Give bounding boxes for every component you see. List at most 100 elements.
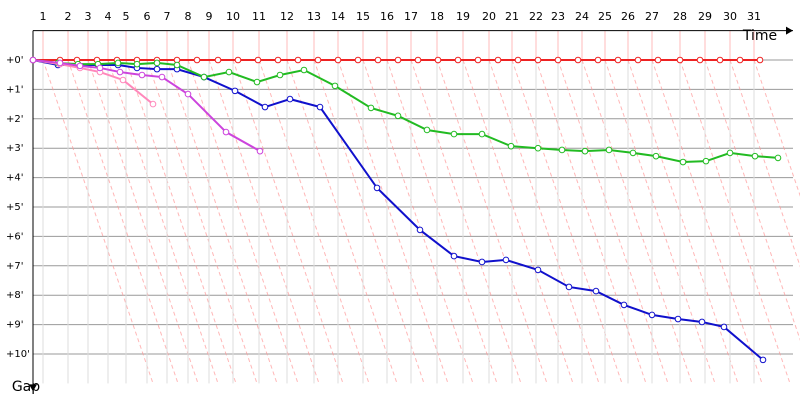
lap-diagonal [604, 59, 716, 384]
data-point [133, 60, 141, 68]
x-tick-label: 21 [505, 10, 519, 23]
data-point [634, 56, 642, 64]
data-point [149, 100, 157, 108]
y-tick-label: +5' [6, 202, 24, 213]
data-point [200, 73, 208, 81]
lap-diagonal [232, 59, 344, 384]
data-point [652, 152, 660, 160]
x-tick-label: 18 [430, 10, 444, 23]
data-point [474, 56, 482, 64]
x-tick-label: 28 [673, 10, 687, 23]
data-point [294, 56, 302, 64]
x-tick-label: 31 [747, 10, 761, 23]
x-tick-label: 19 [456, 10, 470, 23]
lap-diagonal [67, 59, 179, 384]
lap-diagonal [410, 59, 522, 384]
y-axis-label: Gap [12, 379, 40, 395]
data-point [674, 315, 682, 323]
lap-diagonal [729, 59, 800, 268]
data-point [354, 56, 362, 64]
x-tick-label: 1 [40, 10, 47, 23]
lap-diagonal [362, 59, 474, 384]
lap-diagonal [488, 59, 600, 384]
lap-diagonal [557, 59, 669, 384]
y-tick-label: +6' [6, 231, 24, 242]
data-point [478, 258, 486, 266]
y-tick-label: +9' [6, 320, 24, 331]
data-point [276, 71, 284, 79]
lap-diagonal [704, 59, 800, 341]
y-tick-label: +3' [6, 143, 24, 154]
data-point [184, 90, 192, 98]
data-point [581, 147, 589, 155]
x-tick-label: 24 [575, 10, 589, 23]
data-point [450, 130, 458, 138]
x-tick-label: 27 [645, 10, 659, 23]
data-point [214, 56, 222, 64]
y-tick-label: +7' [6, 261, 24, 272]
data-point [478, 130, 486, 138]
y-axis-arrow [29, 384, 37, 392]
data-point [698, 318, 706, 326]
data-point [416, 226, 424, 234]
data-point [331, 82, 339, 90]
x-tick-label: 22 [529, 10, 543, 23]
x-tick-label: 12 [280, 10, 294, 23]
data-point [367, 104, 375, 112]
data-point [29, 56, 37, 64]
data-point [702, 157, 710, 165]
data-point [594, 56, 602, 64]
data-point [96, 64, 104, 72]
data-point [158, 73, 166, 81]
data-point [394, 112, 402, 120]
y-tick-label: +10' [6, 349, 30, 360]
x-tick-label: 30 [723, 10, 737, 23]
data-point [736, 56, 744, 64]
lap-diagonal [511, 59, 623, 384]
data-point [614, 56, 622, 64]
x-tick-label: 10 [226, 10, 240, 23]
data-point [592, 287, 600, 295]
data-point [558, 146, 566, 154]
data-point [334, 56, 342, 64]
x-tick-label: 26 [621, 10, 635, 23]
lap-diagonal [436, 59, 548, 384]
data-point [231, 87, 239, 95]
lap-diagonal [535, 59, 647, 384]
data-point [574, 56, 582, 64]
data-point [193, 56, 201, 64]
data-point [300, 66, 308, 74]
y-tick-label: +0' [6, 55, 24, 66]
data-point [173, 61, 181, 69]
data-point [620, 301, 628, 309]
data-point [225, 68, 233, 76]
data-point [434, 56, 442, 64]
data-point [726, 149, 734, 157]
lap-diagonal [42, 59, 154, 384]
data-point [261, 103, 269, 111]
x-tick-label: 6 [144, 10, 151, 23]
x-tick-label: 4 [105, 10, 112, 23]
x-tick-label: 3 [85, 10, 92, 23]
data-point [534, 144, 542, 152]
lap-diagonal [581, 59, 693, 384]
data-point [454, 56, 462, 64]
data-point [720, 323, 728, 331]
x-tick-label: 11 [252, 10, 266, 23]
data-point [507, 142, 515, 150]
series-line [32, 59, 261, 153]
data-point [76, 62, 84, 70]
data-point [534, 56, 542, 64]
data-point [423, 126, 431, 134]
data-point [374, 56, 382, 64]
data-point [494, 56, 502, 64]
x-tick-label: 9 [206, 10, 213, 23]
lap-diagonal [313, 59, 425, 384]
lap-diagonal [462, 59, 574, 384]
lap-diagonal [286, 59, 398, 384]
data-point [316, 103, 324, 111]
y-tick-label: +1' [6, 84, 24, 95]
data-point [56, 59, 64, 67]
x-tick-label: 16 [380, 10, 394, 23]
